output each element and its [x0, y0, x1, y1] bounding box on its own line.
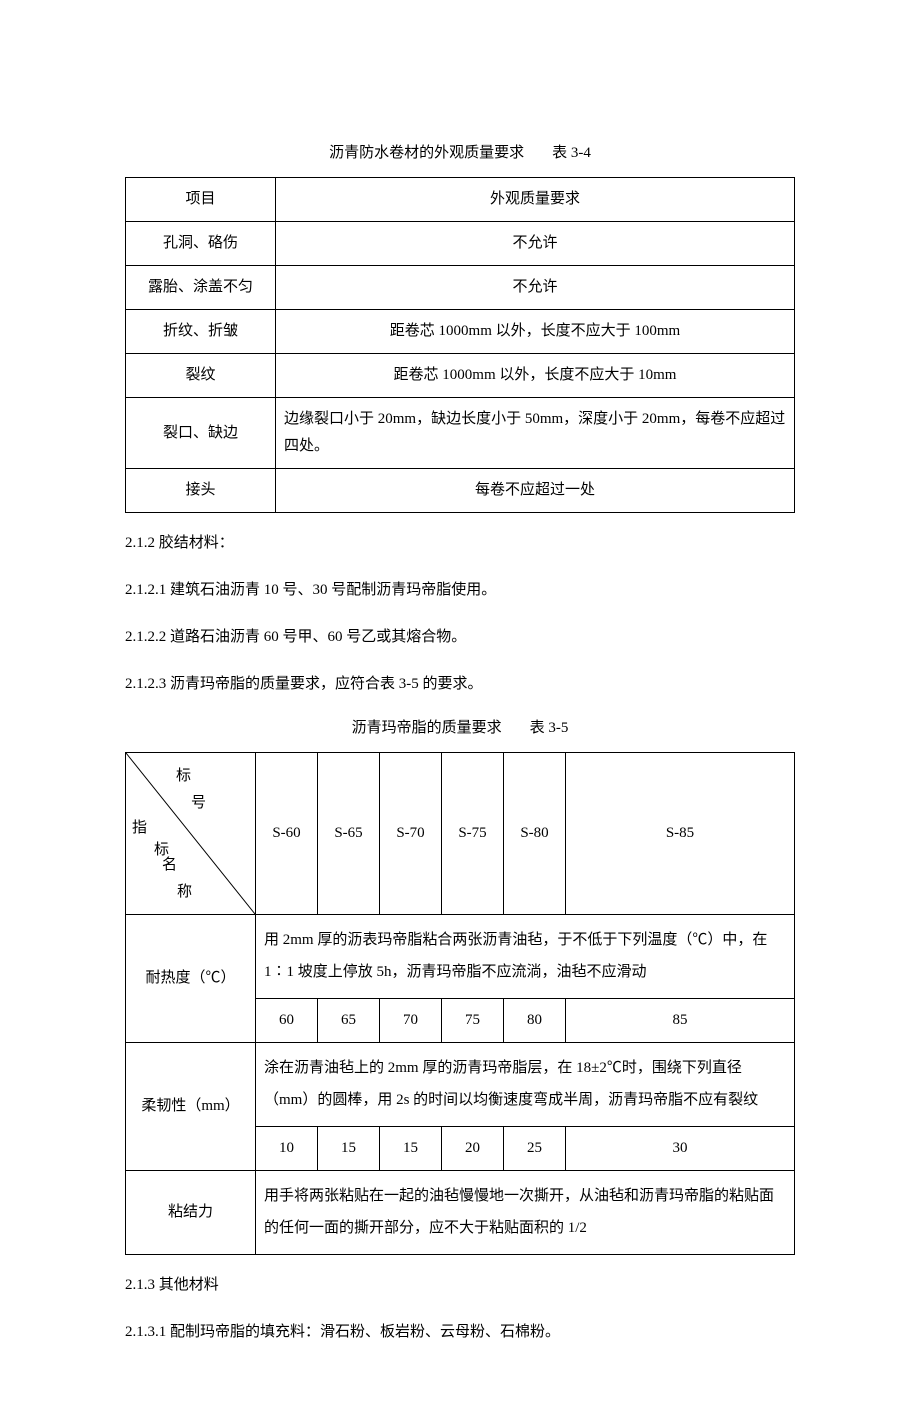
t1-r4c1: 边缘裂口小于 20mm，缺边长度小于 50mm，深度小于 20mm，每卷不应超过…	[276, 398, 795, 469]
table-row: 折纹、折皱 距卷芯 1000mm 以外，长度不应大于 100mm	[126, 310, 795, 354]
t2-col0: S-60	[256, 753, 318, 915]
para-1: 2.1.2 胶结材料：	[125, 527, 795, 560]
t1-r0c1: 不允许	[276, 222, 795, 266]
t1-r3c1: 距卷芯 1000mm 以外，长度不应大于 10mm	[276, 354, 795, 398]
t1-r5c0: 接头	[126, 469, 276, 513]
t1-r5c1: 每卷不应超过一处	[276, 469, 795, 513]
diag-bot2: 称	[177, 884, 192, 900]
table1-h0: 项目	[126, 178, 276, 222]
t2-col3: S-75	[442, 753, 504, 915]
t2-r1v3: 20	[442, 1127, 504, 1171]
t1-r0c0: 孔洞、硌伤	[126, 222, 276, 266]
diag-bot1: 名	[162, 857, 177, 873]
t1-r1c1: 不允许	[276, 266, 795, 310]
para-6: 2.1.3.1 配制玛帝脂的填充料：滑石粉、板岩粉、云母粉、石棉粉。	[125, 1316, 795, 1349]
t2-r1v2: 15	[380, 1127, 442, 1171]
diag-top2: 号	[191, 795, 206, 811]
t2-r0v1: 65	[318, 999, 380, 1043]
table-row: 露胎、涂盖不匀 不允许	[126, 266, 795, 310]
t2-r0v4: 80	[504, 999, 566, 1043]
t2-r1v0: 10	[256, 1127, 318, 1171]
t2-r2-label: 粘结力	[126, 1171, 256, 1255]
table2-header-row: 标 号 指 标 名 称 S-60 S-65 S-70 S-75 S-80 S-8…	[126, 753, 795, 915]
t1-r3c0: 裂纹	[126, 354, 276, 398]
t2-r0v2: 70	[380, 999, 442, 1043]
diagonal-header: 标 号 指 标 名 称	[126, 753, 256, 915]
para-3: 2.1.2.2 道路石油沥青 60 号甲、60 号乙或其熔合物。	[125, 621, 795, 654]
t2-r0v5: 85	[566, 999, 795, 1043]
t2-r2-desc: 用手将两张粘贴在一起的油毡慢慢地一次撕开，从油毡和沥青玛帝脂的粘贴面的任何一面的…	[256, 1171, 795, 1255]
table-row: 孔洞、硌伤 不允许	[126, 222, 795, 266]
table1-h1: 外观质量要求	[276, 178, 795, 222]
t1-r2c0: 折纹、折皱	[126, 310, 276, 354]
t2-col2: S-70	[380, 753, 442, 915]
t2-r1-desc: 涂在沥青油毡上的 2mm 厚的沥青玛帝脂层，在 18±2℃时，围绕下列直径（mm…	[256, 1043, 795, 1127]
table1-title: 沥青防水卷材的外观质量要求 表 3-4	[125, 140, 795, 167]
para-5: 2.1.3 其他材料	[125, 1269, 795, 1302]
para-2: 2.1.2.1 建筑石油沥青 10 号、30 号配制沥青玛帝脂使用。	[125, 574, 795, 607]
table-row: 接头 每卷不应超过一处	[126, 469, 795, 513]
t2-col1: S-65	[318, 753, 380, 915]
t2-r0-label: 耐热度（℃）	[126, 915, 256, 1043]
diag-top1: 标	[176, 768, 191, 784]
para-4: 2.1.2.3 沥青玛帝脂的质量要求，应符合表 3-5 的要求。	[125, 668, 795, 701]
t2-r0v3: 75	[442, 999, 504, 1043]
t2-r1v4: 25	[504, 1127, 566, 1171]
table1-title-text: 沥青防水卷材的外观质量要求	[329, 145, 524, 161]
table-row: 粘结力 用手将两张粘贴在一起的油毡慢慢地一次撕开，从油毡和沥青玛帝脂的粘贴面的任…	[126, 1171, 795, 1255]
table2-title: 沥青玛帝脂的质量要求 表 3-5	[125, 715, 795, 742]
table2-label: 表 3-5	[530, 720, 569, 736]
table-row: 耐热度（℃） 用 2mm 厚的沥表玛帝脂粘合两张沥青油毡，于不低于下列温度（℃）…	[126, 915, 795, 999]
diag-mid1: 指	[132, 815, 147, 842]
table-row: 裂纹 距卷芯 1000mm 以外，长度不应大于 10mm	[126, 354, 795, 398]
table-row: 裂口、缺边 边缘裂口小于 20mm，缺边长度小于 50mm，深度小于 20mm，…	[126, 398, 795, 469]
t1-r4c0: 裂口、缺边	[126, 398, 276, 469]
table1: 项目 外观质量要求 孔洞、硌伤 不允许 露胎、涂盖不匀 不允许 折纹、折皱 距卷…	[125, 177, 795, 513]
t2-col5: S-85	[566, 753, 795, 915]
t2-r1v5: 30	[566, 1127, 795, 1171]
t2-col4: S-80	[504, 753, 566, 915]
table1-header-row: 项目 外观质量要求	[126, 178, 795, 222]
t2-r0-desc: 用 2mm 厚的沥表玛帝脂粘合两张沥青油毡，于不低于下列温度（℃）中，在 1∶1…	[256, 915, 795, 999]
t2-r0v0: 60	[256, 999, 318, 1043]
table-row: 柔韧性（mm） 涂在沥青油毡上的 2mm 厚的沥青玛帝脂层，在 18±2℃时，围…	[126, 1043, 795, 1127]
t2-r1v1: 15	[318, 1127, 380, 1171]
t1-r2c1: 距卷芯 1000mm 以外，长度不应大于 100mm	[276, 310, 795, 354]
t2-r1-label: 柔韧性（mm）	[126, 1043, 256, 1171]
table2: 标 号 指 标 名 称 S-60 S-65 S-70 S-75 S-80 S-8…	[125, 752, 795, 1255]
table2-title-text: 沥青玛帝脂的质量要求	[352, 720, 502, 736]
table1-label: 表 3-4	[552, 145, 591, 161]
t1-r1c0: 露胎、涂盖不匀	[126, 266, 276, 310]
